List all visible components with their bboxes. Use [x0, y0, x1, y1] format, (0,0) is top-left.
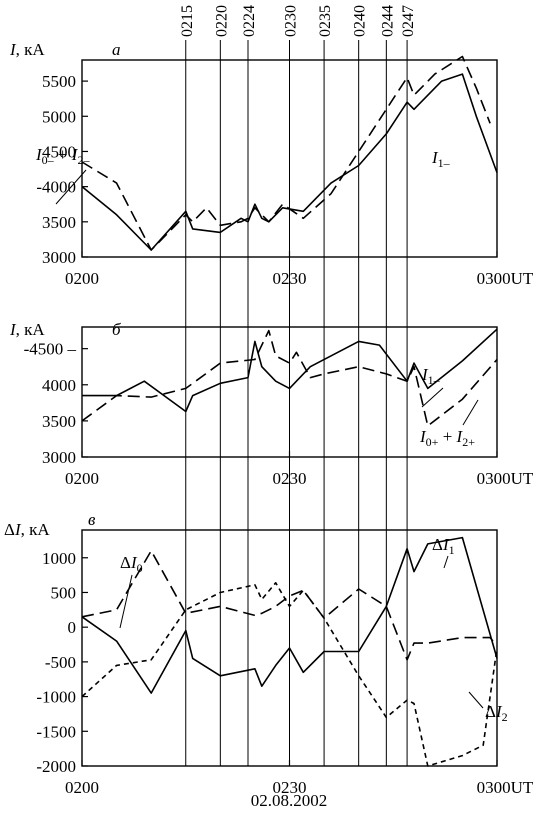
ytick-label: 3000: [42, 448, 76, 467]
xtick-label: 0200: [65, 269, 99, 288]
vline-label: 0215: [179, 5, 196, 37]
label-b-i1: I1–: [421, 365, 441, 387]
label-a-sum: I0– + I2–: [35, 145, 90, 167]
vertical-time-markers: 0215 0220 0224 0230 0235 0240 0244 0247: [179, 5, 417, 766]
vline-label: 0230: [283, 5, 300, 37]
xtick-label: 0230: [273, 469, 307, 488]
panel-c-letter: в: [88, 510, 96, 529]
ytick-label: 4500: [42, 142, 76, 161]
ytick-label: 3000: [42, 248, 76, 267]
date-label: 02.08.2002: [251, 791, 328, 810]
series-line-c-2: [81, 581, 498, 767]
panel-c-ylabel: ΔI, кА: [4, 520, 50, 539]
ytick-label: 3500: [42, 412, 76, 431]
xtick-label: 0230: [273, 778, 307, 797]
leader-b-sum: [462, 399, 479, 426]
leader-c-d0: [119, 574, 133, 629]
label-c-d2: ΔI2: [485, 702, 508, 724]
panel-a-letter: а: [112, 40, 121, 59]
series-line-a-1: [81, 55, 491, 251]
series-line-a-0: [81, 73, 498, 251]
ytick-label: 4000: [42, 376, 76, 395]
panel-b-ylabel: I, кА: [9, 320, 45, 339]
ytick-label: -1500: [36, 722, 76, 741]
label-b-sum: I0+ + I2+: [419, 427, 475, 449]
leader-c-d2: [468, 691, 484, 709]
xtick-label: 0300UT: [477, 269, 534, 288]
ytick-label: 5000: [42, 107, 76, 126]
vline-label: 0244: [379, 5, 396, 37]
series-line-b-0: [82, 328, 498, 413]
series-line-b-1: [81, 329, 498, 427]
panel-a-ylabel: I, кА: [9, 40, 45, 59]
vline-label: 0235: [317, 5, 334, 37]
ytick-label: 5500: [42, 72, 76, 91]
ytick-label: 0: [68, 618, 77, 637]
vline-label: 0247: [400, 5, 417, 37]
ytick-label: 3500: [42, 213, 76, 232]
vline-label: 0220: [213, 5, 230, 37]
ytick-label: 500: [51, 583, 77, 602]
xtick-label: 0300UT: [477, 778, 534, 797]
label-c-d0: ΔI0: [120, 553, 143, 575]
label-a-i1: I1–: [431, 148, 451, 170]
ytick-label: -4000: [36, 178, 76, 197]
leader-b-i1: [421, 387, 444, 408]
ytick-label: -2000: [36, 757, 76, 776]
xtick-label: 0300UT: [477, 469, 534, 488]
ytick-label: -1000: [36, 688, 76, 707]
xtick-label: 0200: [65, 778, 99, 797]
leader-c-d1: [443, 555, 449, 569]
ytick-label: -4500 –: [24, 340, 77, 359]
panel-b-letter: б: [112, 320, 121, 339]
series-line-c-0: [81, 536, 498, 694]
leader-a-sum: [55, 169, 87, 205]
ytick-label: -500: [45, 653, 76, 672]
xtick-label: 0200: [65, 469, 99, 488]
xtick-label: 0230: [273, 269, 307, 288]
vline-label: 0224: [241, 5, 258, 37]
vline-label: 0240: [352, 5, 369, 37]
ytick-label: 1000: [42, 549, 76, 568]
label-c-d1: ΔI1: [432, 535, 455, 557]
